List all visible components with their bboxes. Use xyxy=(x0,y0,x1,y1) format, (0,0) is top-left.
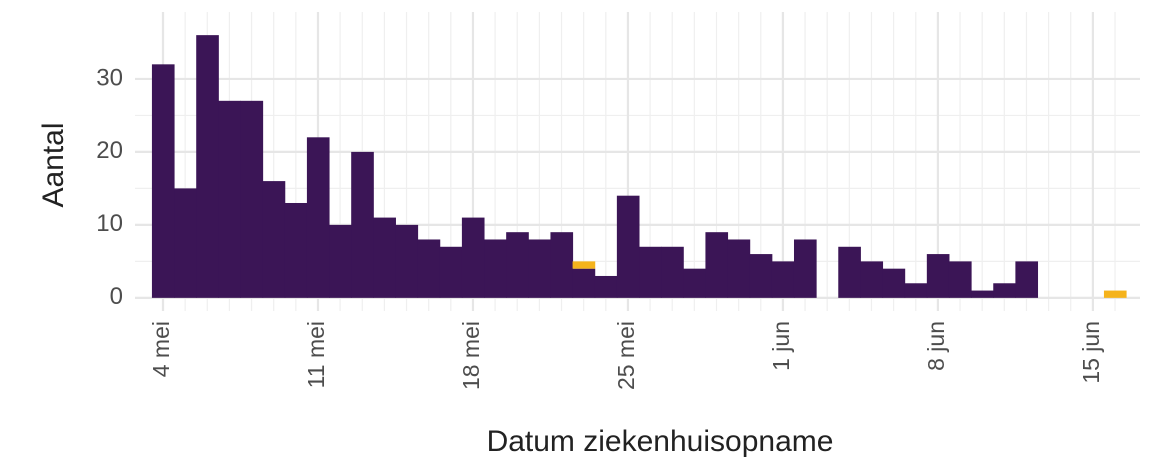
bar xyxy=(727,239,751,298)
bar xyxy=(1015,261,1039,298)
bar xyxy=(971,290,994,298)
x-tick-label: 8 jun xyxy=(923,321,949,371)
bar xyxy=(461,217,485,298)
bar xyxy=(661,246,684,298)
bar xyxy=(550,232,574,298)
y-tick-label: 20 xyxy=(96,137,123,164)
bar xyxy=(616,195,640,298)
bar xyxy=(417,239,441,298)
bar xyxy=(1103,290,1127,298)
bar xyxy=(749,254,773,298)
x-tick-label: 15 jun xyxy=(1078,321,1104,384)
y-tick-label: 30 xyxy=(96,64,123,91)
x-tick-label: 4 mei xyxy=(148,321,174,377)
bar xyxy=(882,268,906,298)
bar xyxy=(705,232,729,298)
bar xyxy=(926,254,950,298)
bar xyxy=(174,188,197,298)
bar xyxy=(329,224,352,298)
bar xyxy=(218,100,241,298)
bar xyxy=(771,261,795,298)
bar xyxy=(439,246,463,298)
bar xyxy=(240,100,264,298)
bar xyxy=(306,137,330,298)
bar xyxy=(373,217,396,298)
bar xyxy=(262,181,286,298)
bar xyxy=(594,275,618,298)
bar xyxy=(284,202,308,298)
y-axis-title: Aantal xyxy=(37,122,70,207)
bar xyxy=(838,246,861,298)
x-tick-label: 18 mei xyxy=(458,321,484,390)
bar xyxy=(395,224,419,298)
bar xyxy=(683,268,706,298)
bar xyxy=(639,246,662,298)
bar xyxy=(572,261,596,269)
y-tick-label: 10 xyxy=(96,210,123,237)
y-tick-label: 0 xyxy=(110,283,123,310)
x-tick-label: 25 mei xyxy=(613,321,639,390)
bar xyxy=(572,268,596,298)
x-tick-label: 11 mei xyxy=(303,321,329,388)
bar xyxy=(196,35,219,298)
bar xyxy=(993,283,1016,298)
bar xyxy=(948,261,972,298)
x-tick-label: 1 jun xyxy=(768,321,794,371)
bar xyxy=(793,239,817,298)
bar xyxy=(506,232,529,298)
bar xyxy=(351,151,374,298)
bar xyxy=(860,261,884,298)
bar xyxy=(904,283,928,298)
bar xyxy=(151,64,175,298)
bar xyxy=(484,239,507,298)
x-axis-title: Datum ziekenhuisopname xyxy=(487,425,834,458)
bar xyxy=(528,239,551,298)
